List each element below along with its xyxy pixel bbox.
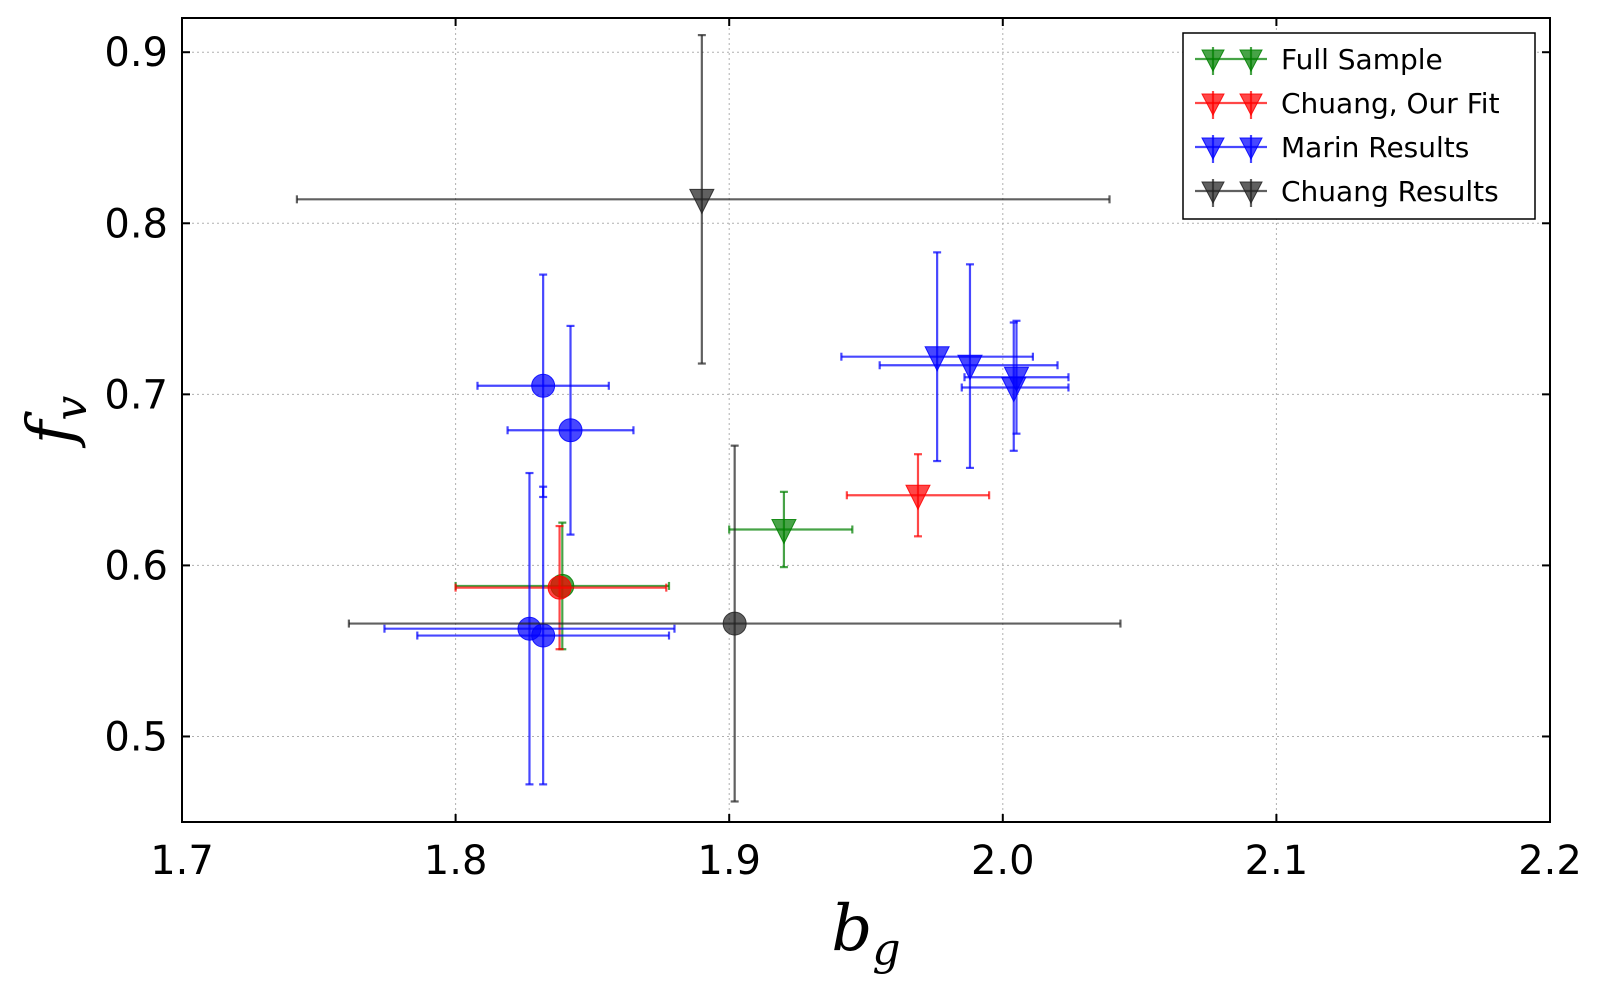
data-point — [840, 251, 1034, 463]
tick-layer: 1.7 1.8 1.9 2.0 2.1 2.2 0.5 0.6 0.7 0.8 0.9 — [104, 18, 1582, 884]
data-point — [476, 273, 610, 499]
triangle-marker — [1000, 376, 1027, 403]
x-axis-title-main: b — [831, 892, 872, 966]
triangle-marker — [771, 518, 797, 545]
x-axis-title: bg — [831, 892, 900, 975]
triangle-marker — [957, 354, 983, 381]
x-tick-label: 1.9 — [697, 838, 761, 884]
data-point — [960, 321, 1070, 452]
y-tick-label: 0.7 — [104, 372, 168, 418]
triangle-marker — [905, 484, 931, 511]
triangle-marker — [689, 188, 715, 215]
legend-marker — [1239, 93, 1263, 117]
legend-label: Marin Results — [1281, 131, 1469, 164]
y-tick-label: 0.5 — [104, 714, 168, 760]
legend-marker — [1239, 137, 1263, 161]
y-tick-label: 0.9 — [104, 30, 168, 76]
y-axis-title: fv — [14, 396, 97, 449]
plot-frame — [181, 17, 1551, 823]
legend-marker — [1201, 93, 1225, 117]
legend-marker — [1201, 49, 1225, 73]
x-tick-label: 1.8 — [424, 838, 488, 884]
data-layer — [295, 34, 1122, 803]
circle-marker — [531, 623, 556, 648]
x-tick-label: 2.0 — [971, 838, 1035, 884]
y-axis-title-sub: v — [46, 396, 97, 421]
circle-marker — [722, 611, 747, 636]
legend-label: Full Sample — [1281, 43, 1443, 76]
data-point — [845, 453, 991, 538]
data-point — [728, 490, 854, 569]
legend-marker — [1201, 181, 1225, 205]
x-tick-label: 2.1 — [1245, 838, 1309, 884]
data-point — [454, 524, 668, 651]
circle-marker — [531, 373, 556, 398]
legend-marker — [1239, 181, 1263, 205]
legend-entry: Chuang, Our Fit — [1195, 87, 1500, 120]
data-point — [347, 444, 1122, 803]
legend-entry: Full Sample — [1195, 43, 1443, 76]
data-point — [383, 471, 676, 786]
legend: Full Sample Chuang, Our Fit Marin Results C… — [1182, 32, 1536, 220]
triangle-marker — [924, 346, 950, 372]
legend-label: Chuang Results — [1281, 175, 1499, 208]
x-axis-title-sub: g — [872, 924, 900, 975]
x-tick-label: 1.7 — [150, 838, 214, 884]
y-tick-label: 0.6 — [104, 543, 168, 589]
legend-entry: Chuang Results — [1195, 175, 1499, 208]
data-point — [295, 34, 1111, 365]
data-point — [506, 324, 635, 536]
circle-marker — [558, 418, 583, 443]
circle-marker — [547, 575, 572, 600]
legend-marker — [1201, 137, 1225, 161]
x-tick-label: 2.2 — [1518, 838, 1582, 884]
legend-entry: Marin Results — [1195, 131, 1469, 164]
legend-label: Chuang, Our Fit — [1281, 87, 1500, 120]
y-tick-label: 0.8 — [104, 201, 168, 247]
data-point — [416, 485, 671, 786]
data-point — [878, 263, 1059, 469]
legend-box — [1182, 32, 1536, 220]
legend-marker — [1239, 49, 1263, 73]
